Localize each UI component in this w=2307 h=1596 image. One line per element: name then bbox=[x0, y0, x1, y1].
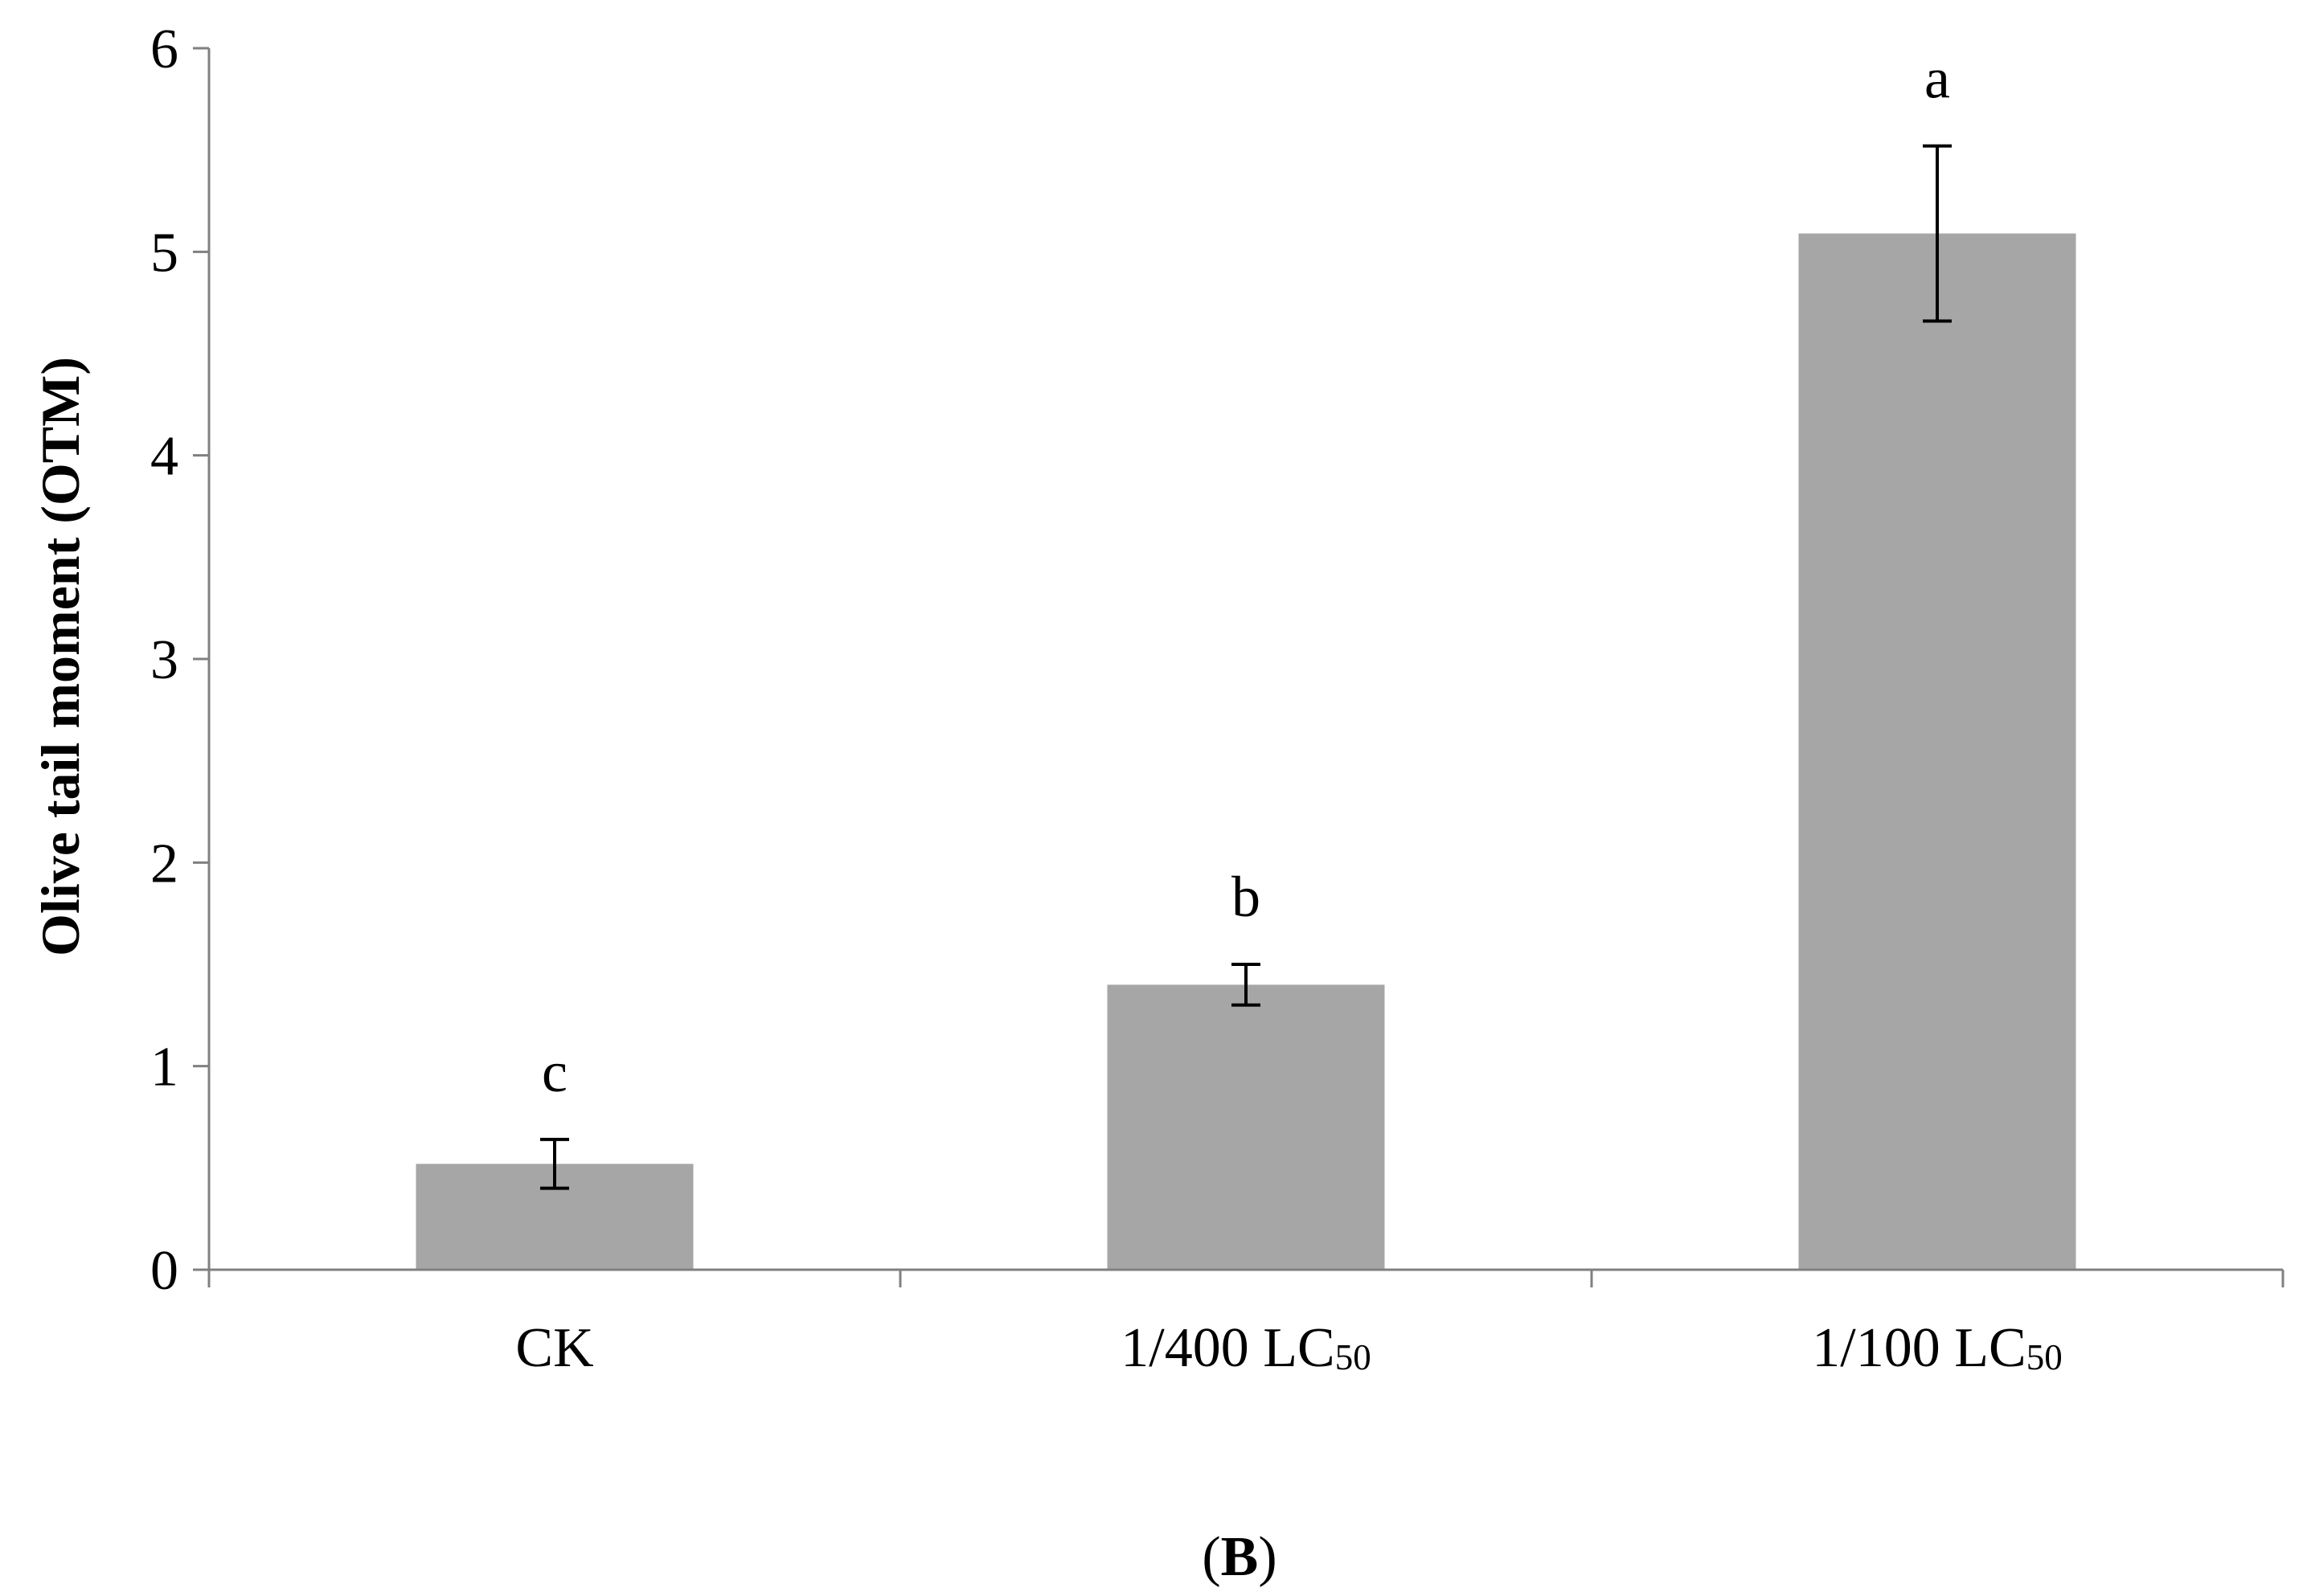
y-tick-label: 1 bbox=[150, 1037, 178, 1099]
x-tick-label: 1/100 LC50 bbox=[1812, 1317, 2062, 1379]
bar bbox=[1798, 233, 2076, 1270]
x-tick-label: CK bbox=[515, 1317, 593, 1379]
bars-layer bbox=[416, 233, 2076, 1270]
y-axis-label: Olive tail moment (OTM) bbox=[30, 357, 91, 956]
panel-label-close: ) bbox=[1258, 1526, 1276, 1588]
panel-label-letter: B bbox=[1221, 1526, 1259, 1588]
axes-layer bbox=[193, 47, 2284, 1287]
significance-letter: a bbox=[1924, 47, 1950, 111]
significance-letter: b bbox=[1231, 865, 1260, 929]
y-tick-label: 2 bbox=[150, 833, 178, 894]
labels-layer: c CK b 1/400 LC50 a 1/100 LC50 0 1 2 3 4 5 6 bbox=[150, 18, 2063, 1379]
y-tick-label: 0 bbox=[150, 1240, 178, 1302]
y-tick-label: 3 bbox=[150, 629, 178, 691]
y-tick-label: 5 bbox=[150, 222, 178, 284]
y-tick-label: 6 bbox=[150, 18, 178, 80]
panel-label-open: ( bbox=[1202, 1526, 1220, 1588]
bar bbox=[1107, 984, 1385, 1270]
x-tick-label: 1/400 LC50 bbox=[1121, 1317, 1371, 1379]
panel-label: (B) bbox=[1202, 1526, 1276, 1588]
significance-letter: c bbox=[542, 1040, 568, 1104]
error-bars-layer bbox=[540, 144, 1952, 1190]
y-tick-label: 4 bbox=[150, 426, 178, 488]
